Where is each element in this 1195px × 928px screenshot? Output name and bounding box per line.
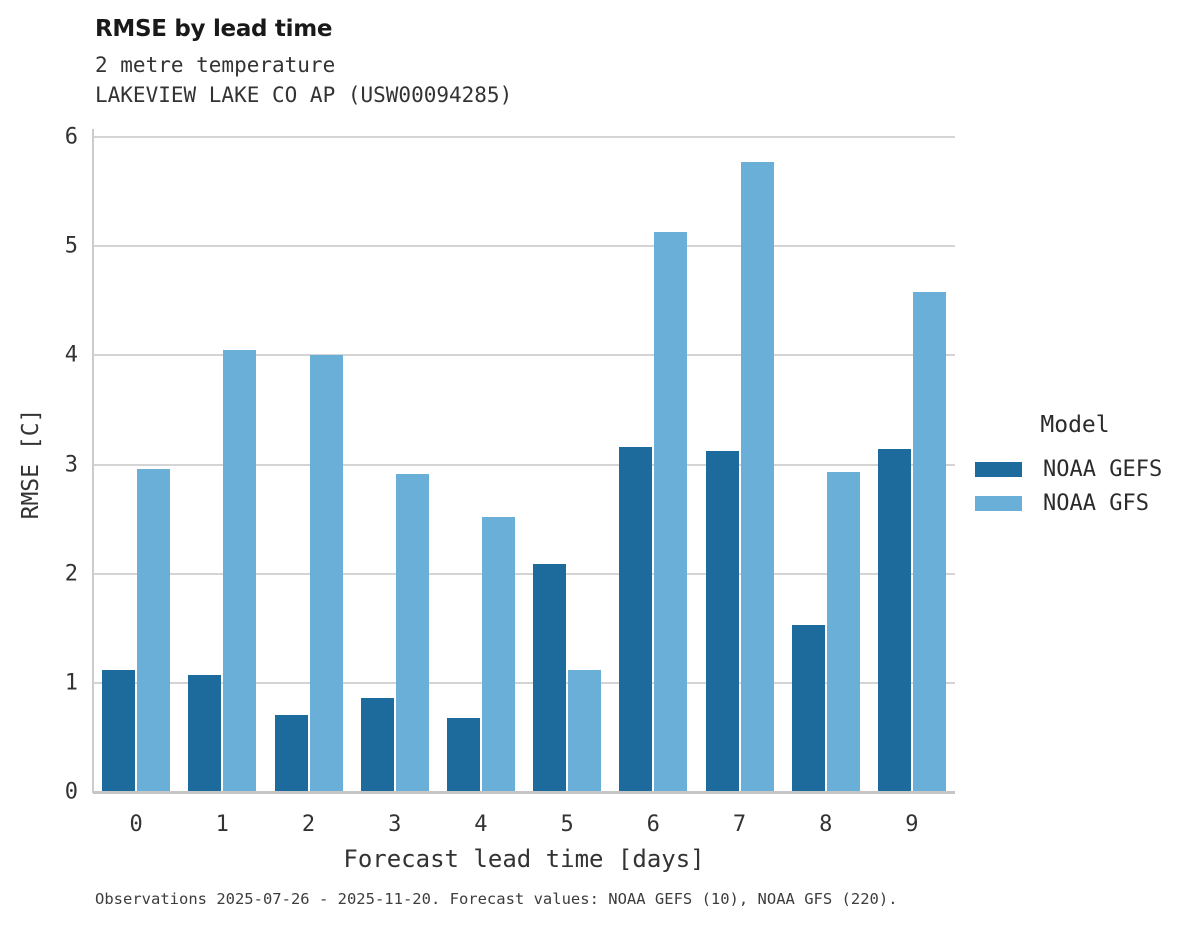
gridline-y-6: [93, 136, 955, 138]
plot-area: [93, 136, 955, 792]
chart-subtitle-station: LAKEVIEW LAKE CO AP (USW00094285): [95, 83, 513, 107]
bar-noaa-gfs-lead-7: [740, 162, 774, 792]
x-tick-label-8: 8: [819, 812, 833, 837]
x-tick-label-2: 2: [301, 812, 316, 837]
legend-swatch-noaa-gfs: [975, 495, 1022, 511]
bar-noaa-gefs-lead-4: [446, 717, 480, 792]
bar-noaa-gfs-lead-5: [568, 669, 602, 792]
x-tick-label-6: 6: [646, 812, 660, 837]
chart-subtitle-variable: 2 metre temperature: [95, 53, 336, 77]
y-tick-label-6: 6: [64, 124, 78, 150]
gridline-y-4: [93, 354, 955, 357]
gridline-y-2: [93, 572, 955, 575]
gridline-y-3: [93, 463, 955, 466]
bar-noaa-gefs-lead-3: [360, 698, 394, 792]
y-tick-label-0: 0: [64, 779, 78, 805]
legend-item-noaa-gfs: NOAA GFS: [975, 486, 1175, 520]
bar-noaa-gfs-lead-2: [309, 355, 343, 792]
x-tick-label-7: 7: [732, 812, 747, 837]
bar-noaa-gefs-lead-7: [705, 451, 739, 792]
legend-item-noaa-gefs: NOAA GEFS: [975, 452, 1175, 486]
gridline-y-1: [93, 681, 955, 684]
bar-noaa-gefs-lead-1: [188, 675, 222, 792]
x-tick-label-5: 5: [560, 812, 574, 837]
x-tick-label-9: 9: [905, 812, 919, 837]
legend-swatch-noaa-gefs: [975, 461, 1022, 477]
bar-noaa-gefs-lead-5: [533, 563, 567, 792]
y-tick-label-5: 5: [64, 233, 78, 259]
chart-subtitle: 2 metre temperature LAKEVIEW LAKE CO AP (…: [95, 50, 512, 110]
x-tick-label-4: 4: [474, 812, 488, 837]
legend-label-noaa-gfs: NOAA GFS: [1043, 490, 1149, 516]
bar-noaa-gfs-lead-9: [912, 292, 946, 792]
y-axis-spine: [92, 129, 94, 793]
caption: Observations 2025-07-26 - 2025-11-20. Fo…: [95, 890, 898, 908]
bar-noaa-gfs-lead-8: [826, 472, 860, 792]
bar-noaa-gefs-lead-9: [877, 449, 911, 792]
x-tick-label-0: 0: [129, 812, 143, 837]
bar-noaa-gfs-lead-0: [137, 468, 171, 792]
chart-title: RMSE by lead time: [95, 16, 333, 42]
y-tick-label-4: 4: [64, 342, 78, 368]
y-tick-label-1: 1: [64, 670, 78, 696]
x-axis-spine: [93, 791, 955, 794]
x-tick-label-1: 1: [215, 812, 229, 837]
bar-noaa-gefs-lead-8: [791, 624, 825, 792]
bar-noaa-gefs-lead-2: [274, 714, 308, 792]
y-tick-label-2: 2: [64, 561, 78, 587]
bar-noaa-gefs-lead-6: [619, 447, 653, 792]
bar-noaa-gefs-lead-0: [102, 669, 136, 792]
bar-noaa-gfs-lead-4: [481, 516, 515, 792]
legend-title: Model: [1040, 412, 1110, 438]
legend: Model NOAA GEFS NOAA GFS: [975, 412, 1175, 520]
legend-label-noaa-gefs: NOAA GEFS: [1043, 456, 1163, 482]
y-tick-label-3: 3: [64, 452, 78, 477]
bar-noaa-gfs-lead-6: [654, 231, 688, 792]
x-axis-label: Forecast lead time [days]: [343, 845, 705, 873]
x-tick-label-3: 3: [388, 812, 402, 837]
bar-noaa-gfs-lead-3: [395, 474, 429, 792]
gridline-y-5: [93, 245, 955, 248]
bar-noaa-gfs-lead-1: [223, 349, 257, 792]
